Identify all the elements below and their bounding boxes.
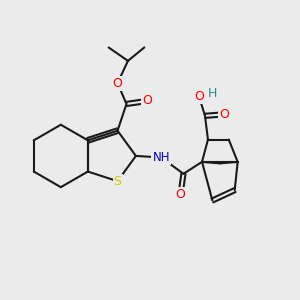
Text: O: O — [194, 90, 204, 103]
Text: H: H — [208, 87, 217, 100]
Text: O: O — [176, 188, 185, 201]
Text: NH: NH — [152, 151, 170, 164]
Text: O: O — [142, 94, 152, 107]
Text: O: O — [112, 76, 122, 90]
Text: S: S — [113, 175, 122, 188]
Text: O: O — [219, 108, 229, 121]
